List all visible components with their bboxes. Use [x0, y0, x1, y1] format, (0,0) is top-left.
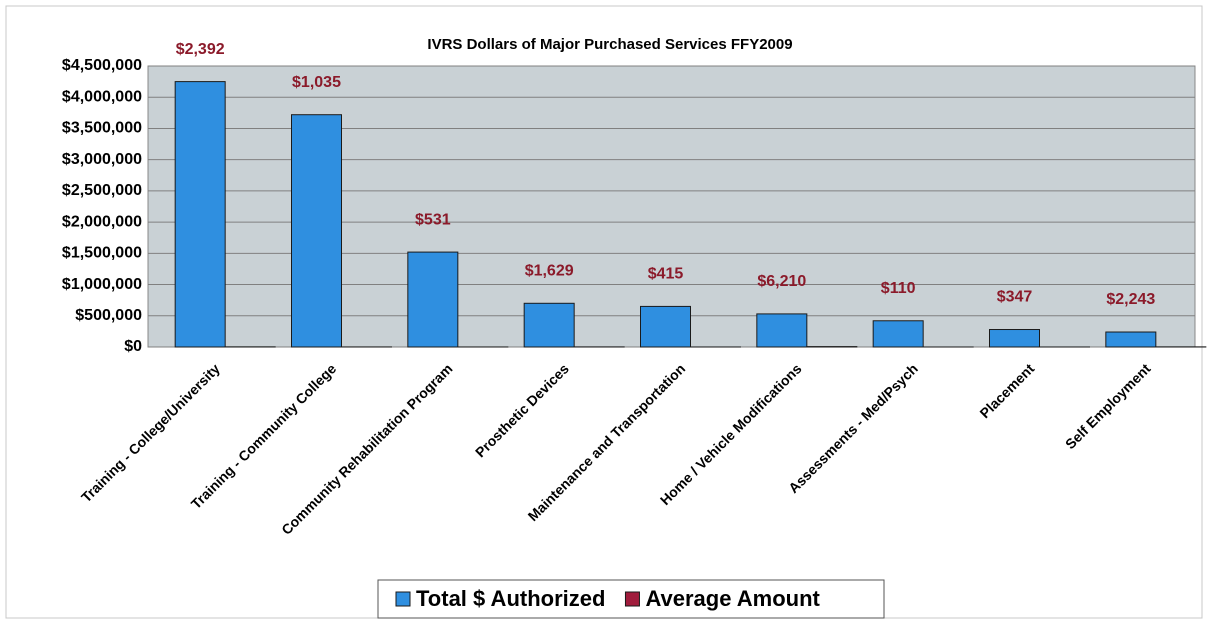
- data-label: $415: [648, 266, 684, 283]
- y-tick-label: $2,500,000: [62, 182, 142, 199]
- y-tick-label: $0: [124, 338, 142, 355]
- y-tick-label: $1,000,000: [62, 276, 142, 293]
- legend-swatch: [624, 591, 640, 607]
- y-tick-label: $1,500,000: [62, 245, 142, 262]
- bar: [407, 251, 459, 348]
- y-tick-label: $500,000: [75, 307, 142, 324]
- data-label: $110: [881, 280, 916, 297]
- legend-label: Total $ Authorized: [416, 586, 605, 611]
- data-label: $1,629: [525, 263, 574, 280]
- y-tick-label: $2,000,000: [62, 213, 142, 230]
- bar: [640, 305, 691, 348]
- bar: [523, 302, 575, 348]
- chart-title: IVRS Dollars of Major Purchased Services…: [427, 36, 792, 53]
- bar: [174, 81, 226, 348]
- data-label: $347: [997, 289, 1033, 306]
- data-label: $6,210: [757, 273, 806, 290]
- y-tick-label: $3,000,000: [62, 151, 142, 168]
- y-tick-label: $4,000,000: [62, 88, 142, 105]
- data-label: $2,243: [1106, 291, 1155, 308]
- data-label: $531: [415, 211, 451, 228]
- data-label: $1,035: [292, 74, 341, 91]
- bar: [989, 329, 1040, 348]
- bar: [291, 114, 342, 348]
- legend-label: Average Amount: [645, 586, 820, 611]
- bar: [756, 313, 808, 348]
- bar: [1105, 331, 1157, 348]
- y-tick-label: $4,500,000: [62, 57, 142, 74]
- legend-swatch: [395, 591, 411, 607]
- data-label: $2,392: [176, 41, 225, 58]
- y-tick-label: $3,500,000: [62, 120, 142, 137]
- bar: [872, 320, 924, 348]
